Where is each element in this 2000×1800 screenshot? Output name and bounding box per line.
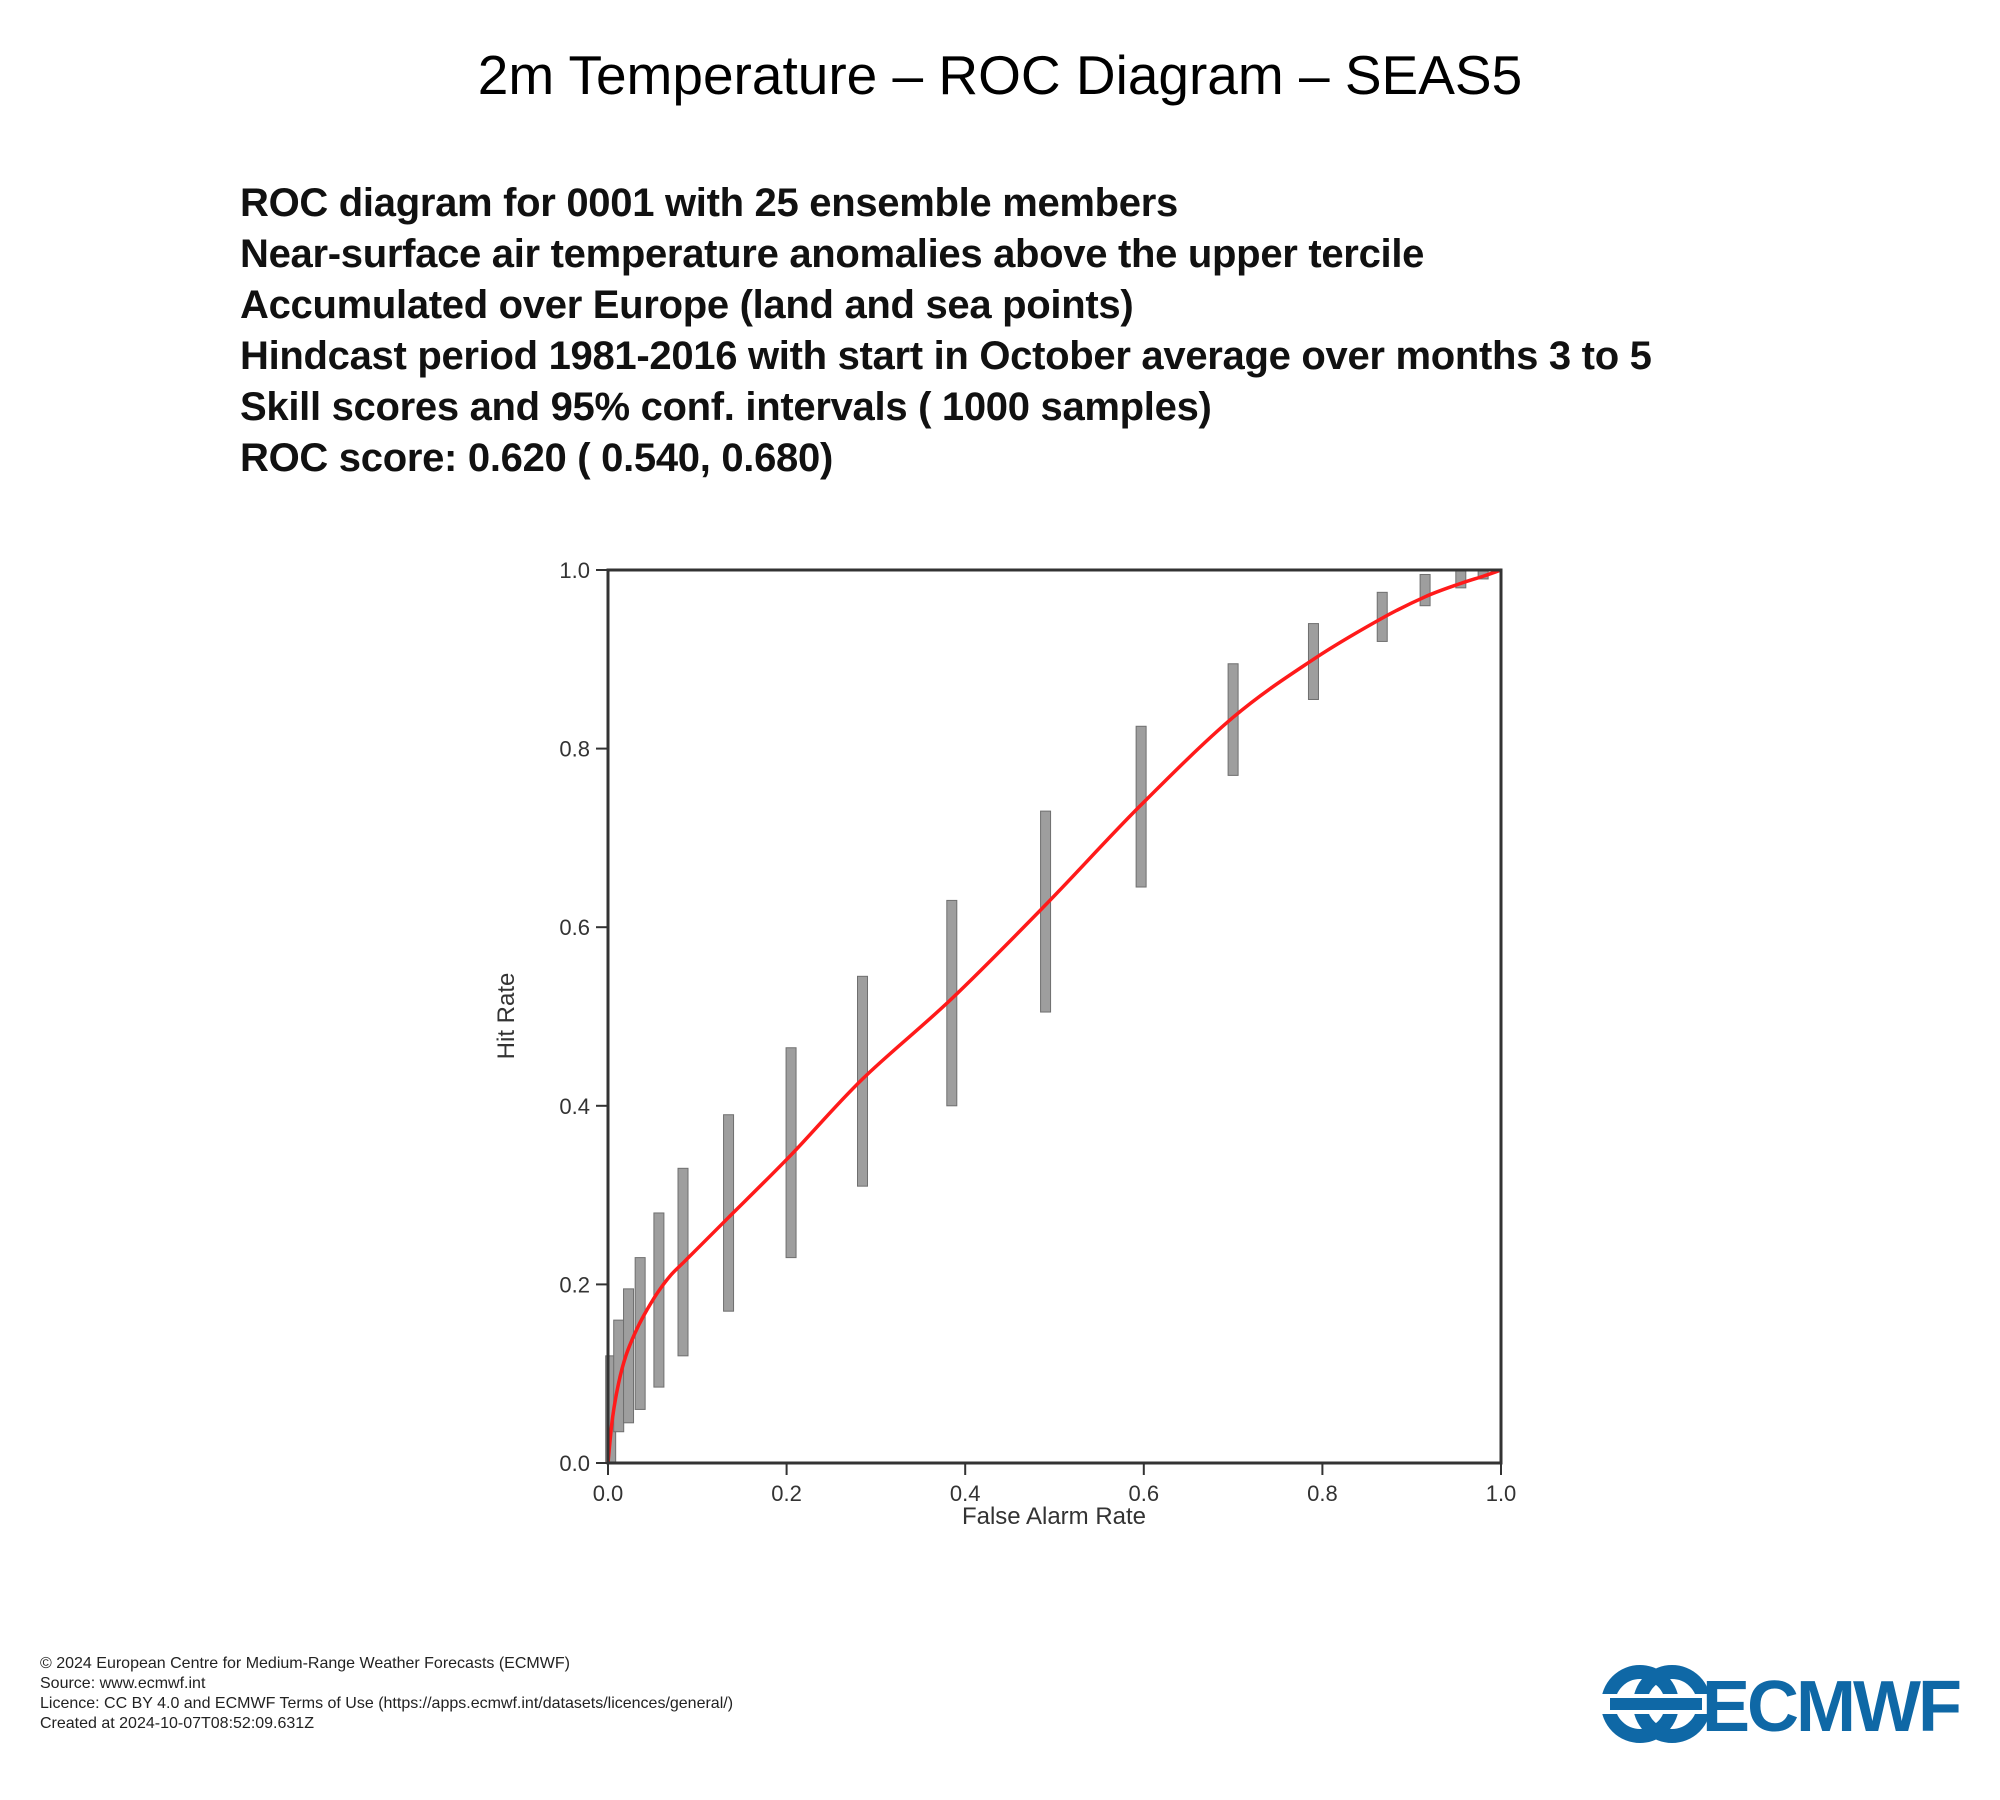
footer-created: Created at 2024-10-07T08:52:09.631Z	[40, 1715, 314, 1732]
ecmwf-logo: ECMWF	[1600, 1665, 1963, 1744]
info-line-skill: Skill scores and 95% conf. intervals ( 1…	[240, 385, 1212, 429]
y-tick-label: 0.8	[559, 737, 590, 762]
ecmwf-logo-text: ECMWF	[1702, 1667, 1960, 1744]
info-line-hindcast: Hindcast period 1981-2016 with start in …	[240, 334, 1652, 378]
info-line-ensemble: ROC diagram for 0001 with 25 ensemble me…	[240, 181, 1178, 225]
footer-licence: Licence: CC BY 4.0 and ECMWF Terms of Us…	[40, 1695, 734, 1712]
info-line-variable: Near-surface air temperature anomalies a…	[240, 232, 1425, 276]
roc-curve-line	[606, 568, 1502, 1464]
page-title: 2m Temperature – ROC Diagram – SEAS5	[477, 44, 1523, 106]
x-tick-label: 1.0	[1486, 1481, 1517, 1506]
confidence-interval-bar	[623, 1288, 635, 1424]
x-tick-label: 0.8	[1307, 1481, 1338, 1506]
x-axis: 0.0 0.2 0.4 0.6 0.8 1.0	[593, 1463, 1517, 1506]
ecmwf-logo-icon	[1600, 1665, 1712, 1743]
y-tick-label: 0.4	[559, 1094, 590, 1119]
y-tick-label: 0.2	[559, 1272, 590, 1297]
y-tick-label: 1.0	[559, 558, 590, 583]
chart-info-block: ROC diagram for 0001 with 25 ensemble me…	[240, 178, 1652, 484]
x-tick-label: 0.6	[1129, 1481, 1160, 1506]
info-line-roc-score: ROC score: 0.620 ( 0.540, 0.680)	[240, 436, 833, 480]
x-axis-label: False Alarm Rate	[962, 1503, 1146, 1530]
roc-chart: 0.0 0.2 0.4 0.6 0.8 1.0 0.0 0.2 0.4 0.6 0.8 1.0 Fa…	[493, 558, 1517, 1530]
plot-frame	[606, 568, 1503, 1465]
confidence-interval-bar	[653, 1212, 665, 1388]
x-tick-label: 0.4	[950, 1481, 981, 1506]
y-axis-label: Hit Rate	[493, 973, 520, 1060]
confidence-interval-layer	[605, 569, 1489, 1464]
y-axis: 0.0 0.2 0.4 0.6 0.8 1.0	[559, 558, 608, 1476]
y-tick-label: 0.6	[559, 915, 590, 940]
x-tick-label: 0.0	[593, 1481, 624, 1506]
footer-source: Source: www.ecmwf.int	[40, 1675, 206, 1692]
confidence-interval-bar	[1419, 573, 1431, 607]
y-tick-label: 0.0	[559, 1451, 590, 1476]
x-tick-label: 0.2	[771, 1481, 802, 1506]
confidence-interval-bar	[1040, 810, 1052, 1013]
info-line-region: Accumulated over Europe (land and sea po…	[240, 283, 1134, 327]
footer-copyright: © 2024 European Centre for Medium-Range …	[40, 1655, 570, 1672]
footer: © 2024 European Centre for Medium-Range …	[40, 1654, 733, 1734]
